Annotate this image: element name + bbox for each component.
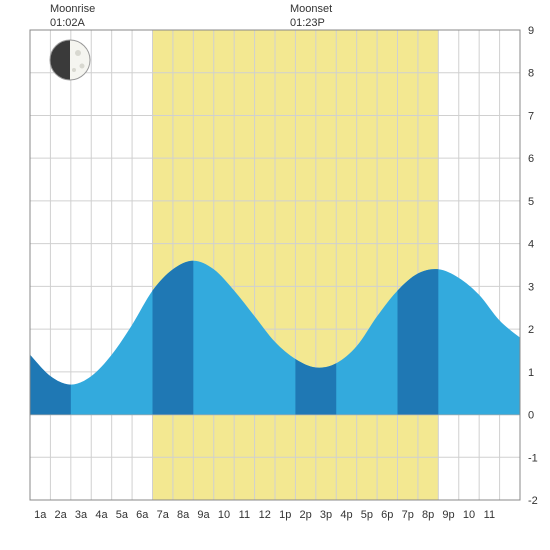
svg-text:6: 6 bbox=[528, 153, 534, 165]
svg-text:-2: -2 bbox=[528, 495, 538, 507]
svg-text:8a: 8a bbox=[177, 509, 190, 521]
svg-text:10: 10 bbox=[463, 509, 475, 521]
svg-text:3: 3 bbox=[528, 281, 534, 293]
svg-text:4a: 4a bbox=[95, 509, 108, 521]
moonrise-block: Moonrise 01:02A bbox=[50, 2, 95, 31]
svg-text:7a: 7a bbox=[157, 509, 170, 521]
svg-text:7: 7 bbox=[528, 110, 534, 122]
moon-phase-icon bbox=[48, 38, 92, 82]
svg-text:5a: 5a bbox=[116, 509, 129, 521]
svg-text:1a: 1a bbox=[34, 509, 47, 521]
moonset-block: Moonset 01:23P bbox=[290, 2, 332, 31]
svg-text:-1: -1 bbox=[528, 452, 538, 464]
svg-text:8p: 8p bbox=[422, 509, 434, 521]
svg-text:4p: 4p bbox=[340, 509, 352, 521]
svg-text:10: 10 bbox=[218, 509, 230, 521]
svg-text:9a: 9a bbox=[197, 509, 210, 521]
svg-text:1: 1 bbox=[528, 367, 534, 379]
svg-text:11: 11 bbox=[239, 509, 250, 521]
svg-text:9: 9 bbox=[528, 25, 534, 37]
svg-text:1p: 1p bbox=[279, 509, 291, 521]
svg-text:9p: 9p bbox=[442, 509, 454, 521]
svg-text:11: 11 bbox=[484, 509, 495, 521]
moonset-label: Moonset bbox=[290, 2, 332, 16]
moonrise-time: 01:02A bbox=[50, 16, 95, 30]
svg-text:12: 12 bbox=[259, 509, 271, 521]
svg-text:3p: 3p bbox=[320, 509, 332, 521]
svg-text:2a: 2a bbox=[55, 509, 68, 521]
moonset-time: 01:23P bbox=[290, 16, 332, 30]
svg-text:5: 5 bbox=[528, 196, 534, 208]
svg-text:3a: 3a bbox=[75, 509, 88, 521]
svg-text:5p: 5p bbox=[361, 509, 373, 521]
svg-text:4: 4 bbox=[528, 239, 534, 251]
svg-text:8: 8 bbox=[528, 68, 534, 80]
svg-text:2p: 2p bbox=[300, 509, 312, 521]
svg-text:6a: 6a bbox=[136, 509, 149, 521]
tide-chart: -2-101234567891a2a3a4a5a6a7a8a9a1011121p… bbox=[0, 0, 550, 550]
tide-chart-container: Moonrise 01:02A Moonset 01:23P -2-101234… bbox=[0, 0, 550, 550]
svg-text:2: 2 bbox=[528, 324, 534, 336]
svg-text:0: 0 bbox=[528, 410, 534, 422]
moonrise-label: Moonrise bbox=[50, 2, 95, 16]
svg-text:6p: 6p bbox=[381, 509, 393, 521]
svg-text:7p: 7p bbox=[402, 509, 414, 521]
